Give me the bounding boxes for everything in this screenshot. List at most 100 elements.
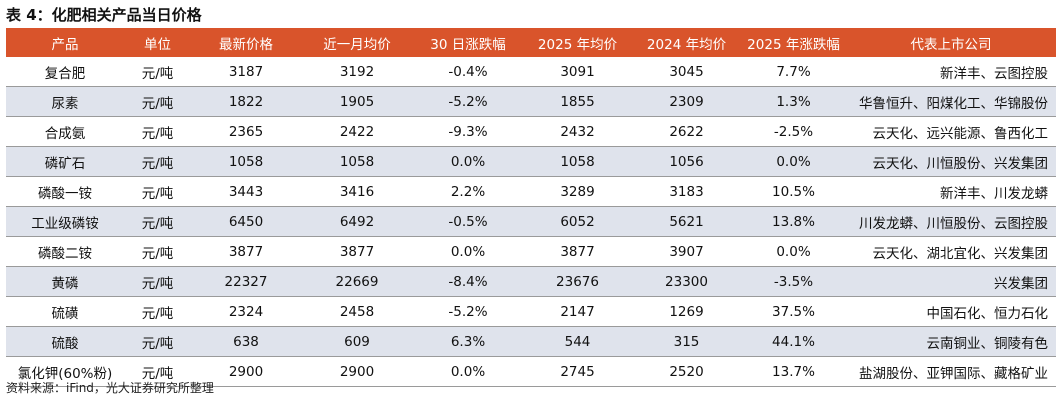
avg-2025-cell: 23676 — [523, 266, 632, 297]
avg-2025-cell: 6052 — [523, 206, 632, 237]
change-2025-cell: -3.5% — [741, 266, 846, 297]
month-avg-cell: 3416 — [301, 176, 413, 207]
avg-2025-cell: 3091 — [523, 57, 632, 87]
companies-cell: 云天化、川恒股份、兴发集团 — [846, 146, 1056, 177]
avg-2025-cell: 544 — [523, 326, 632, 357]
change-2025-cell: 0.0% — [741, 236, 846, 267]
latest-price-cell: 3443 — [191, 176, 301, 207]
change-2025-cell: 1.3% — [741, 86, 846, 117]
table-row: 硫磺 元/吨 2324 2458 -5.2% 2147 1269 37.5% 中国石化、恒力石化 — [6, 296, 1056, 327]
latest-price-cell: 1822 — [191, 86, 301, 117]
table-row: 尿素 元/吨 1822 1905 -5.2% 1855 2309 1.3% 华鲁恒升、阳煤化工、… — [6, 86, 1056, 117]
unit-cell: 元/吨 — [124, 326, 191, 357]
avg-2025-cell: 2432 — [523, 116, 632, 147]
header-product: 产品 — [6, 28, 124, 57]
unit-cell: 元/吨 — [124, 296, 191, 327]
latest-price-cell: 2365 — [191, 116, 301, 147]
change-2025-cell: 10.5% — [741, 176, 846, 207]
month-avg-cell: 1905 — [301, 86, 413, 117]
table-row: 磷矿石 元/吨 1058 1058 0.0% 1058 1056 0.0% 云天化、川恒股份、兴… — [6, 146, 1056, 177]
avg-2024-cell: 2520 — [632, 356, 741, 387]
avg-2024-cell: 315 — [632, 326, 741, 357]
product-cell: 硫磺 — [6, 296, 124, 327]
table-title: 表 4：化肥相关产品当日价格 — [6, 6, 202, 24]
header-companies: 代表上市公司 — [846, 28, 1056, 57]
change-30d-cell: -9.3% — [413, 116, 523, 147]
avg-2025-cell: 2745 — [523, 356, 632, 387]
change-30d-cell: 0.0% — [413, 236, 523, 267]
avg-2025-cell: 3289 — [523, 176, 632, 207]
product-cell: 磷酸二铵 — [6, 236, 124, 267]
avg-2025-cell: 1855 — [523, 86, 632, 117]
avg-2025-cell: 1058 — [523, 146, 632, 177]
change-30d-cell: -0.4% — [413, 57, 523, 87]
avg-2024-cell: 3045 — [632, 57, 741, 87]
avg-2024-cell: 1269 — [632, 296, 741, 327]
month-avg-cell: 2900 — [301, 356, 413, 387]
change-2025-cell: -2.5% — [741, 116, 846, 147]
table-header-row: 产品 单位 最新价格 近一月均价 30 日涨跌幅 2025 年均价 2024 年… — [6, 28, 1056, 57]
change-2025-cell: 44.1% — [741, 326, 846, 357]
month-avg-cell: 609 — [301, 326, 413, 357]
latest-price-cell: 3877 — [191, 236, 301, 267]
latest-price-cell: 2900 — [191, 356, 301, 387]
avg-2025-cell: 3877 — [523, 236, 632, 267]
table-row: 磷酸一铵 元/吨 3443 3416 2.2% 3289 3183 10.5% 新洋丰、川发龙蟒 — [6, 176, 1056, 207]
header-2025-avg: 2025 年均价 — [523, 28, 632, 57]
product-cell: 硫酸 — [6, 326, 124, 357]
table-row: 工业级磷铵 元/吨 6450 6492 -0.5% 6052 5621 13.8% 川发龙蟒、川… — [6, 206, 1056, 237]
change-2025-cell: 7.7% — [741, 57, 846, 87]
latest-price-cell: 638 — [191, 326, 301, 357]
product-cell: 磷酸一铵 — [6, 176, 124, 207]
change-30d-cell: 2.2% — [413, 176, 523, 207]
change-2025-cell: 0.0% — [741, 146, 846, 177]
product-cell: 工业级磷铵 — [6, 206, 124, 237]
product-cell: 黄磷 — [6, 266, 124, 297]
change-30d-cell: 0.0% — [413, 146, 523, 177]
change-2025-cell: 13.7% — [741, 356, 846, 387]
unit-cell: 元/吨 — [124, 236, 191, 267]
avg-2024-cell: 2622 — [632, 116, 741, 147]
product-cell: 合成氨 — [6, 116, 124, 147]
unit-cell: 元/吨 — [124, 146, 191, 177]
avg-2024-cell: 23300 — [632, 266, 741, 297]
month-avg-cell: 6492 — [301, 206, 413, 237]
change-30d-cell: -8.4% — [413, 266, 523, 297]
change-30d-cell: 0.0% — [413, 356, 523, 387]
change-30d-cell: -5.2% — [413, 296, 523, 327]
change-2025-cell: 13.8% — [741, 206, 846, 237]
header-month-avg: 近一月均价 — [301, 28, 413, 57]
table-row: 磷酸二铵 元/吨 3877 3877 0.0% 3877 3907 0.0% 云天化、湖北宜化、… — [6, 236, 1056, 267]
change-2025-cell: 37.5% — [741, 296, 846, 327]
month-avg-cell: 22669 — [301, 266, 413, 297]
companies-cell: 云南铜业、铜陵有色 — [846, 326, 1056, 357]
avg-2024-cell: 1056 — [632, 146, 741, 177]
table-row: 硫酸 元/吨 638 609 6.3% 544 315 44.1% 云南铜业、铜陵有色 — [6, 326, 1056, 357]
latest-price-cell: 2324 — [191, 296, 301, 327]
companies-cell: 新洋丰、云图控股 — [846, 57, 1056, 87]
month-avg-cell: 1058 — [301, 146, 413, 177]
table-row: 黄磷 元/吨 22327 22669 -8.4% 23676 23300 -3.5% 兴发集团 — [6, 266, 1056, 297]
header-30d-change: 30 日涨跌幅 — [413, 28, 523, 57]
unit-cell: 元/吨 — [124, 116, 191, 147]
product-cell: 复合肥 — [6, 57, 124, 87]
latest-price-cell: 22327 — [191, 266, 301, 297]
product-cell: 磷矿石 — [6, 146, 124, 177]
header-latest-price: 最新价格 — [191, 28, 301, 57]
companies-cell: 云天化、远兴能源、鲁西化工 — [846, 116, 1056, 147]
table-row: 氯化钾(60%粉) 元/吨 2900 2900 0.0% 2745 2520 13.7% 盐湖股… — [6, 356, 1056, 387]
unit-cell: 元/吨 — [124, 206, 191, 237]
unit-cell: 元/吨 — [124, 356, 191, 387]
change-30d-cell: 6.3% — [413, 326, 523, 357]
companies-cell: 兴发集团 — [846, 266, 1056, 297]
companies-cell: 中国石化、恒力石化 — [846, 296, 1056, 327]
change-30d-cell: -0.5% — [413, 206, 523, 237]
avg-2024-cell: 5621 — [632, 206, 741, 237]
companies-cell: 华鲁恒升、阳煤化工、华锦股份 — [846, 86, 1056, 117]
unit-cell: 元/吨 — [124, 176, 191, 207]
month-avg-cell: 3192 — [301, 57, 413, 87]
avg-2024-cell: 2309 — [632, 86, 741, 117]
unit-cell: 元/吨 — [124, 266, 191, 297]
month-avg-cell: 3877 — [301, 236, 413, 267]
source-note: 资料来源：iFind，光大证券研究所整理 — [6, 381, 214, 395]
